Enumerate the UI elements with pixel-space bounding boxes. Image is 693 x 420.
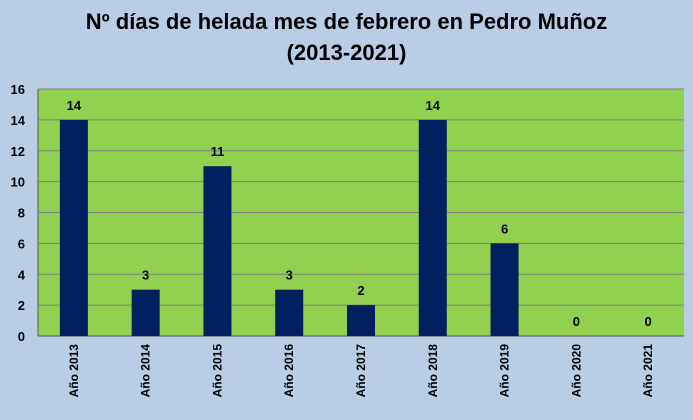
data-label: 14 [426,98,441,113]
y-tick-label: 2 [18,298,25,313]
x-tick-label: Año 2018 [426,344,440,398]
y-tick-label: 6 [18,236,25,251]
data-label: 11 [211,144,225,159]
chart-title-line-2: (2013-2021) [286,40,407,65]
x-tick-label: Año 2014 [139,344,153,398]
x-tick-label: Año 2013 [67,344,81,398]
y-tick-label: 16 [11,82,25,97]
x-tick-label: Año 2020 [569,344,583,398]
bar [275,289,304,336]
data-label: 3 [286,268,293,283]
bar [59,119,88,336]
data-label: 6 [501,221,508,236]
data-label: 0 [573,314,580,329]
data-label: 0 [644,314,651,329]
x-tick-label: Año 2017 [354,344,368,398]
data-label: 14 [67,98,82,113]
y-tick-label: 0 [18,329,25,344]
bar [203,166,232,336]
bar [418,119,447,336]
bar [347,305,375,336]
chart-title: Nº días de helada mes de febrero en Pedr… [0,6,693,68]
bar [490,243,519,336]
y-tick-label: 8 [18,206,25,221]
y-tick-label: 14 [11,113,26,128]
y-tick-label: 10 [11,175,25,190]
y-tick-label: 4 [18,267,26,282]
chart-title-line-1: Nº días de helada mes de febrero en Pedr… [85,9,608,34]
y-tick-label: 12 [11,144,25,159]
x-tick-label: Año 2019 [498,344,512,398]
data-label: 2 [357,283,364,298]
x-tick-label: Año 2015 [210,344,224,398]
data-label: 3 [142,268,149,283]
bar [131,289,160,336]
x-tick-label: Año 2016 [282,344,296,398]
x-tick-label: Año 2021 [641,344,655,398]
